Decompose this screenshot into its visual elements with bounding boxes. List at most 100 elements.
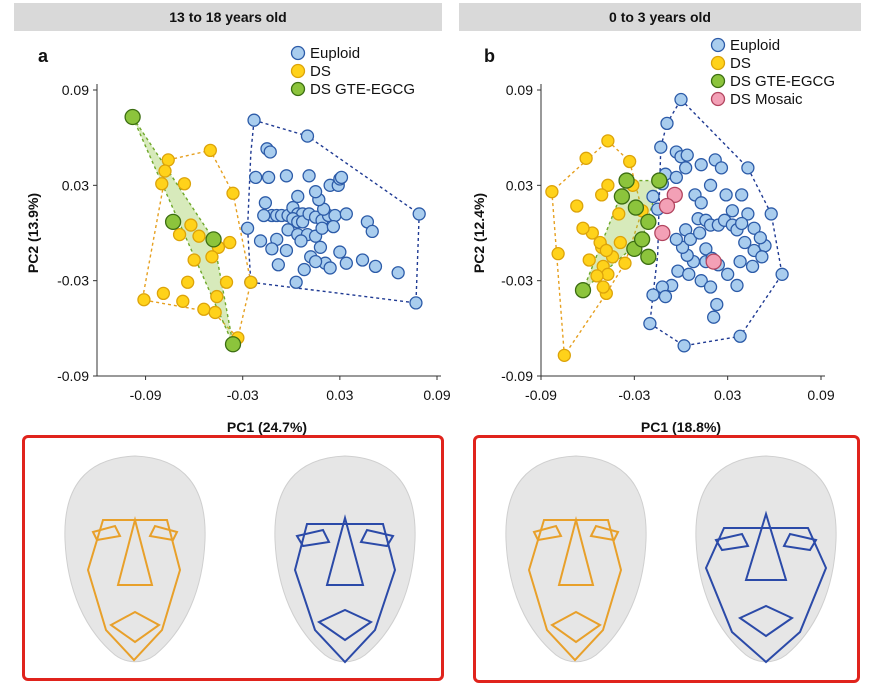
point-euploid (738, 235, 752, 250)
point-euploid (730, 278, 744, 293)
point-euploid (694, 158, 708, 172)
point-ds (576, 221, 590, 235)
point-euploid (747, 221, 761, 235)
point-ds (172, 227, 187, 242)
point-euploid (660, 116, 674, 131)
point-euploid (323, 261, 337, 275)
point-euploid (764, 207, 778, 221)
point-ds (208, 305, 222, 320)
point-ds (623, 154, 637, 169)
face-ds-b (505, 455, 647, 663)
point-euploid (253, 234, 268, 248)
point-euploid (694, 274, 708, 288)
hull-euploid (246, 119, 420, 304)
point-euploid (409, 296, 423, 310)
x-tick-label: -0.09 (525, 387, 557, 403)
point-euploid (412, 207, 426, 221)
point-ds (219, 275, 234, 289)
point-euploid (741, 207, 755, 221)
point-ds (155, 177, 169, 191)
point-euploid (682, 267, 696, 281)
x-tick-label: -0.03 (227, 387, 259, 403)
legend-label-ds: DS (310, 63, 331, 80)
x-axis-title: PC1 (24.7%) (227, 419, 307, 435)
point-ds (244, 275, 258, 289)
point-euploid (646, 189, 660, 204)
y-axis-title: PC2 (13.9%) (25, 193, 41, 273)
point-euploid (291, 189, 305, 204)
point-euploid (326, 219, 341, 234)
legend-marker-ds (290, 63, 306, 79)
point-mosaic (658, 197, 676, 215)
point-ds (545, 185, 559, 199)
legend-marker-ds (710, 55, 726, 71)
point-ds (210, 289, 224, 304)
point-egcg (124, 108, 141, 126)
point-euploid (328, 208, 342, 223)
point-euploid (719, 188, 733, 202)
point-ds (595, 188, 609, 202)
point-ds (612, 207, 626, 221)
face-euploid-b (695, 455, 837, 664)
point-euploid (315, 221, 329, 235)
point-egcg (640, 248, 657, 265)
face-pair-b (505, 455, 837, 664)
point-euploid (271, 258, 285, 272)
face-euploid-a (274, 455, 416, 664)
point-euploid (703, 178, 718, 192)
point-euploid (261, 170, 276, 185)
point-euploid (294, 234, 308, 248)
header-0-3-years: 0 to 3 years old (459, 3, 861, 31)
point-ds (582, 253, 596, 267)
point-euploid (714, 161, 729, 175)
point-ds (570, 199, 584, 213)
point-euploid (733, 329, 747, 343)
point-euploid (643, 316, 657, 331)
legend-marker-egcg (290, 81, 306, 97)
point-euploid (707, 310, 721, 324)
point-euploid (735, 216, 749, 231)
point-egcg (633, 231, 651, 248)
y-tick-label: 0.09 (62, 82, 89, 98)
point-ds (551, 247, 565, 261)
point-euploid (654, 140, 668, 154)
point-euploid (699, 242, 713, 256)
point-euploid (240, 221, 255, 235)
point-egcg (574, 282, 592, 299)
point-ds (192, 229, 206, 243)
point-euploid (368, 259, 383, 274)
chart-panel-a: 0.09 0.03 -0.03 -0.09 -0.09 -0.03 0.03 0.09 PC1 … (25, 45, 451, 435)
y-tick-label: -0.03 (57, 273, 89, 289)
point-euploid (674, 92, 688, 107)
x-tick-label: 0.03 (326, 387, 353, 403)
legend-label-egcg: DS GTE-EGCG (310, 81, 415, 98)
point-euploid (333, 245, 347, 259)
x-tick-label: -0.09 (130, 387, 162, 403)
point-euploid (721, 267, 735, 281)
point-euploid (355, 253, 370, 267)
point-egcg (164, 213, 182, 231)
point-euploid (289, 275, 303, 289)
legend-marker-egcg (710, 73, 726, 89)
point-ds (557, 348, 571, 362)
point-egcg (613, 188, 631, 205)
point-euploid (755, 250, 769, 264)
point-euploid (733, 254, 747, 269)
point-ds (596, 280, 610, 294)
x-tick-label: -0.03 (618, 387, 650, 403)
legend-label-euploid: Euploid (310, 45, 360, 62)
x-tick-label: 0.09 (807, 387, 834, 403)
point-ds (137, 293, 151, 307)
point-euploid (257, 208, 271, 223)
point-ds (205, 250, 219, 264)
point-euploid (694, 196, 708, 210)
header-right-text: 0 to 3 years old (609, 9, 711, 25)
x-tick-label: 0.03 (714, 387, 741, 403)
x-tick-label: 0.09 (423, 387, 450, 403)
point-euploid (249, 170, 263, 185)
legend-label-mosaic: DS Mosaic (730, 91, 803, 108)
legend-marker-mosaic (710, 91, 726, 107)
point-ds (181, 275, 195, 289)
point-euploid (741, 161, 755, 175)
legend-label-ds: DS (730, 55, 751, 72)
